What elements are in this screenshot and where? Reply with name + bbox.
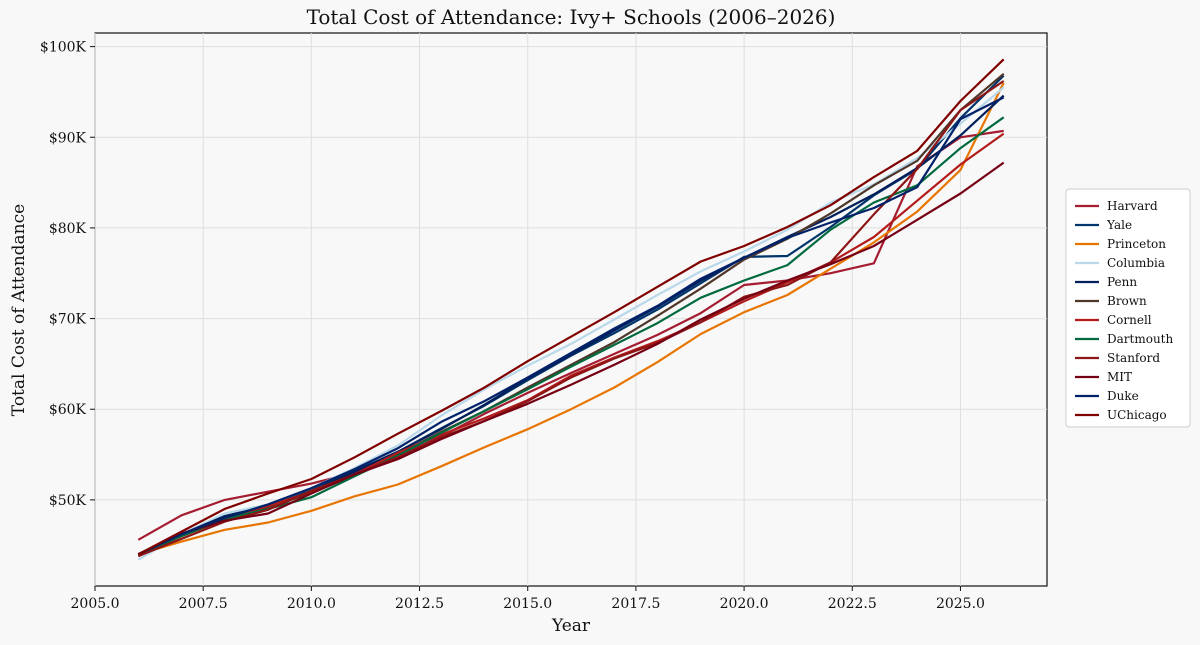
- x-tick-label: 2022.5: [828, 596, 877, 612]
- x-tick-label: 2025.0: [936, 596, 985, 612]
- y-tick-label: $80K: [49, 221, 87, 237]
- legend: Harvard Yale Princeton Columbia Penn Brown Cor…: [1065, 188, 1191, 428]
- series-line-duke: [137, 96, 1005, 556]
- legend-label-duke: Duke: [1107, 389, 1139, 403]
- series-line-mit: [137, 161, 1005, 556]
- series-layer: [137, 58, 1005, 561]
- y-axis-label: Total Cost of Attendance: [9, 204, 29, 416]
- legend-label-penn: Penn: [1107, 275, 1137, 289]
- series-line-uchicago: [137, 58, 1005, 556]
- legend-label-mit: MIT: [1107, 370, 1132, 384]
- x-tick-label: 2012.5: [395, 596, 444, 612]
- y-tick-label: $60K: [49, 402, 87, 418]
- y-tick-label: $90K: [49, 130, 87, 146]
- legend-box: [1065, 188, 1191, 428]
- legend-label-dartmouth: Dartmouth: [1107, 332, 1173, 346]
- legend-label-stanford: Stanford: [1107, 351, 1160, 365]
- x-tick-label: 2017.5: [611, 596, 660, 612]
- series-line-dartmouth: [137, 116, 1005, 556]
- x-axis-label: Year: [551, 616, 591, 636]
- plot-frame: [94, 32, 1048, 587]
- legend-label-cornell: Cornell: [1107, 313, 1152, 327]
- legend-label-columbia: Columbia: [1107, 256, 1165, 270]
- x-tick-label: 2015.0: [503, 596, 552, 612]
- series-line-cornell: [137, 132, 1005, 558]
- x-tick-label: 2010.0: [287, 596, 336, 612]
- y-tick-label: $50K: [49, 493, 87, 509]
- legend-label-brown: Brown: [1107, 294, 1147, 308]
- legend-label-harvard: Harvard: [1107, 199, 1158, 213]
- y-axis: $50K $60K $70K $80K $90K $100K: [40, 40, 95, 509]
- legend-label-princeton: Princeton: [1107, 237, 1166, 251]
- legend-label-yale: Yale: [1106, 218, 1132, 232]
- grid-lines: [94, 33, 1047, 586]
- chart-title: Total Cost of Attendance: Ivy+ Schools (…: [307, 5, 836, 29]
- x-tick-label: 2007.5: [179, 596, 228, 612]
- y-tick-label: $70K: [49, 312, 87, 328]
- x-axis: 2005.0 2007.5 2010.0 2012.5 2015.0 2017.5 2020…: [71, 586, 985, 612]
- series-line-stanford: [137, 80, 1005, 558]
- x-tick-label: 2005.0: [71, 596, 120, 612]
- y-tick-label: $100K: [40, 40, 87, 56]
- legend-label-uchicago: UChicago: [1107, 408, 1167, 422]
- x-tick-label: 2020.0: [720, 596, 769, 612]
